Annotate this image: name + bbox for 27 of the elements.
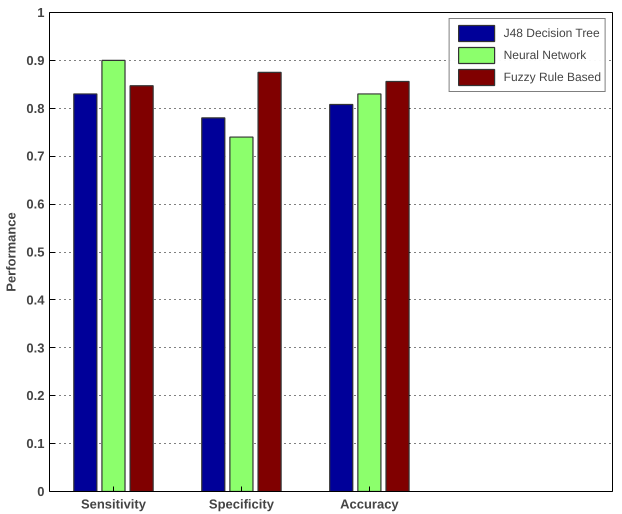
bar [73,93,98,492]
legend-label: Fuzzy Rule Based [504,70,601,84]
y-tick-label: 0.9 [26,52,45,68]
bar [201,117,226,492]
bar [257,72,282,492]
y-tick-label: 0.4 [26,292,46,308]
y-tick-label: 0 [37,484,45,499]
legend-label: Neural Network [504,48,586,62]
legend-label: J48 Decision Tree [504,26,600,40]
y-tick-label: 0.6 [26,196,45,212]
bar [229,136,254,492]
y-tick-label: 0.3 [26,340,45,356]
bar [101,60,126,492]
y-tick-label: 0.5 [26,244,45,260]
y-tick-label: 0.8 [26,100,45,116]
y-tick-label: 1 [37,5,45,20]
y-tick-label: 0.7 [26,148,45,164]
y-tick-label: 0.2 [26,388,45,404]
x-tick-label: Sensitivity [80,496,147,512]
x-tick-label: Specificity [208,496,275,512]
x-tick-label: Accuracy [340,496,400,512]
y-tick-label: 0.1 [26,436,45,452]
bar [385,80,410,492]
bar [129,85,154,492]
bar [357,93,382,492]
bar [329,104,354,492]
y-axis-title: Performance [3,212,18,292]
